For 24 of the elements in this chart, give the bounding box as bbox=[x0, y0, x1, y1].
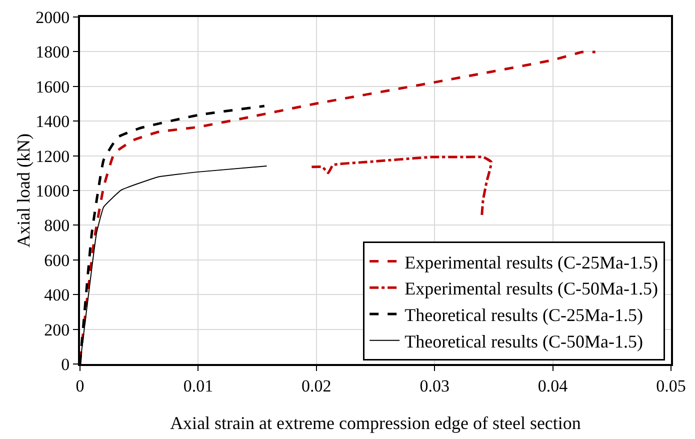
legend-label: Experimental results (C-50Ma-1.5) bbox=[404, 278, 658, 299]
y-tick-label: 200 bbox=[44, 320, 70, 340]
x-tick-label: 0.02 bbox=[302, 376, 332, 396]
y-tick-label: 2000 bbox=[36, 8, 70, 27]
legend-label: Theoretical results (C-50Ma-1.5) bbox=[404, 331, 644, 352]
x-tick-label: 0.05 bbox=[656, 376, 686, 396]
y-tick-label: 1200 bbox=[36, 146, 70, 166]
x-tick-label: 0.03 bbox=[420, 376, 450, 396]
y-axis-title: Axial load (kN) bbox=[14, 134, 34, 248]
x-tick-label: 0.01 bbox=[183, 376, 214, 396]
y-tick-label: 800 bbox=[44, 216, 70, 236]
y-tick-label: 1000 bbox=[36, 181, 70, 200]
line-series bbox=[310, 156, 493, 216]
y-tick-label: 1800 bbox=[36, 42, 70, 62]
y-tick-label: 400 bbox=[44, 286, 70, 305]
x-axis-title: Axial strain at extreme compression edge of steel section bbox=[170, 413, 581, 433]
x-tick-label: 0 bbox=[76, 376, 84, 396]
y-tick-label: 1600 bbox=[36, 77, 70, 96]
legend-label: Experimental results (C-25Ma-1.5) bbox=[404, 252, 658, 272]
y-tick-label: 600 bbox=[44, 250, 70, 270]
y-tick-label: 1400 bbox=[36, 112, 70, 132]
x-tick-label: 0.04 bbox=[538, 376, 568, 396]
legend-label: Theoretical results (C-25Ma-1.5) bbox=[404, 305, 644, 326]
y-tick-label: 0 bbox=[61, 354, 70, 374]
